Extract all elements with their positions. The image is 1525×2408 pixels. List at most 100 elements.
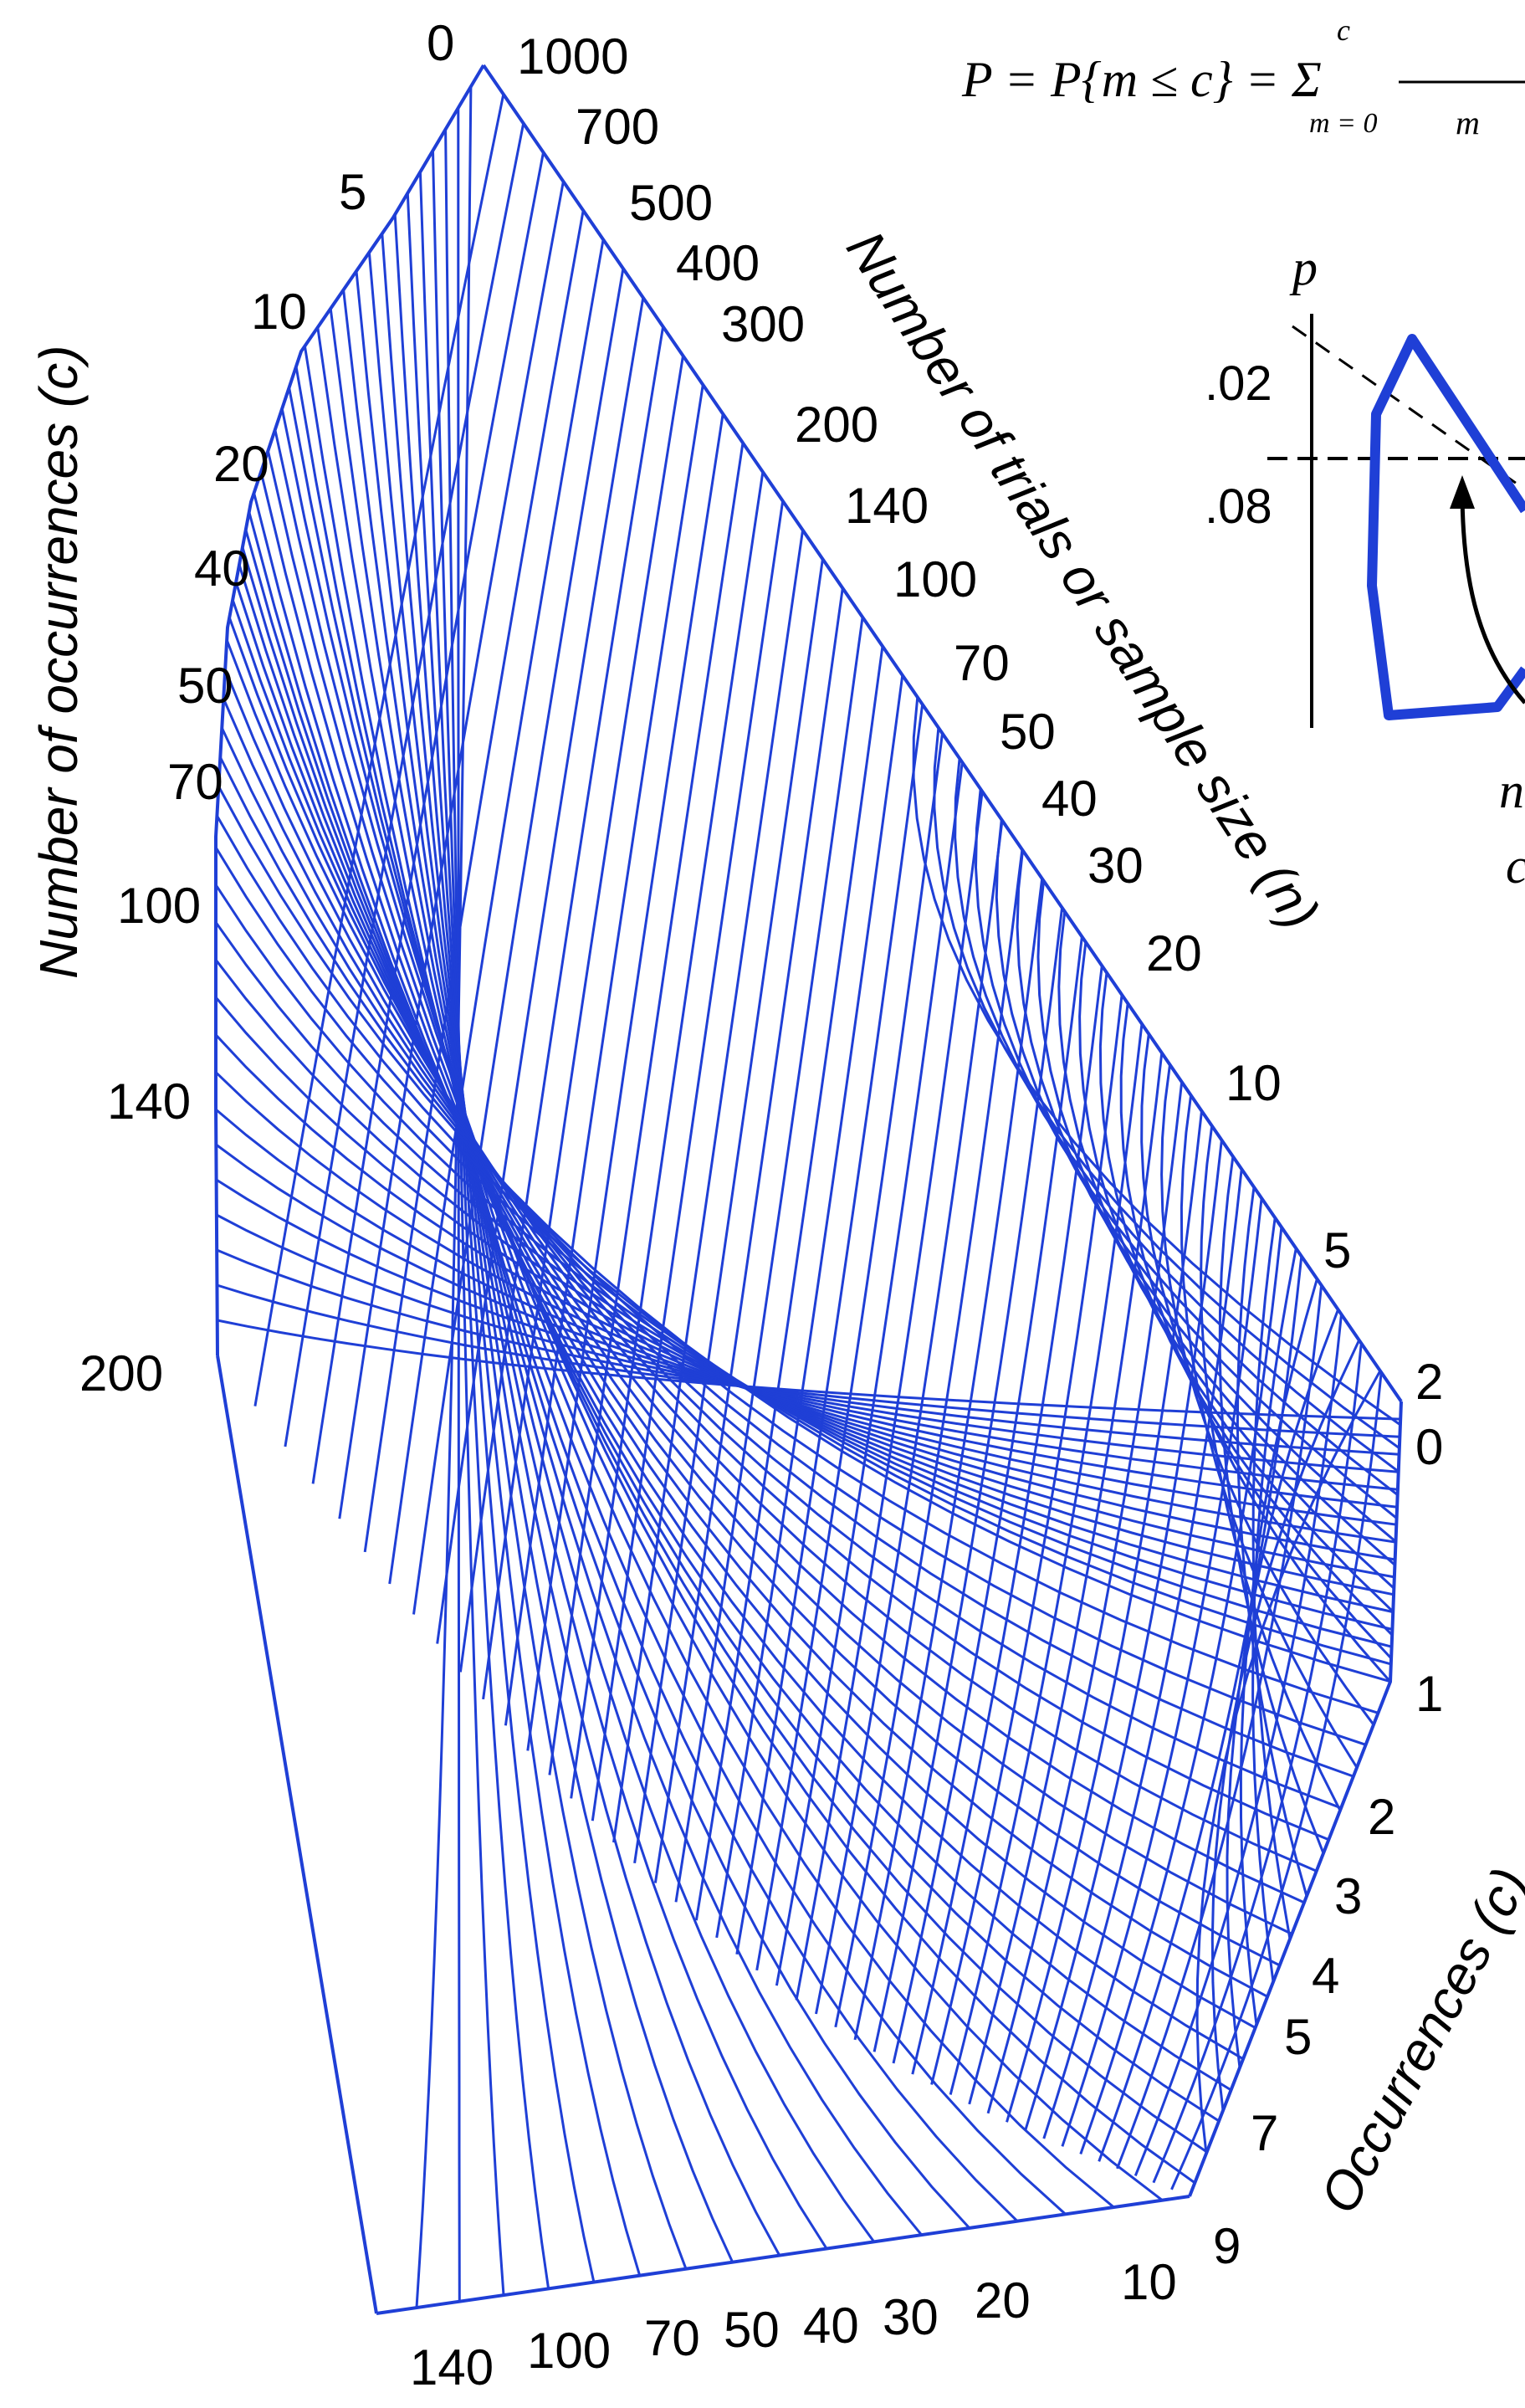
grid-line-family-a: [412, 268, 625, 1615]
grid-line-family-b: [214, 997, 1395, 1579]
left-axis-title: Number of occurrences (c): [28, 345, 89, 979]
n-tick-1000: 1000: [517, 28, 628, 85]
inset-diagonal-guide: [1292, 325, 1525, 491]
grid-line-family-b: [216, 1248, 1400, 1456]
grid-line-family-b: [214, 959, 1395, 1596]
grid-line-family-b: [248, 511, 1244, 2061]
grid-line-family-b: [214, 1071, 1396, 1544]
grid-line-family-b: [217, 1319, 1401, 1421]
grid-line-family-a: [755, 733, 944, 1971]
grid-line-family-b: [225, 639, 1329, 1842]
grid-line-family-b: [241, 546, 1268, 1998]
n-tick-50: 50: [1000, 704, 1056, 760]
grid-line-family-b: [274, 429, 1196, 2185]
grid-line-family-c: [995, 819, 1398, 1519]
grid-line-family-b: [316, 326, 970, 2229]
c-tick-0: 0: [1415, 1419, 1443, 1475]
n-tick-140: 140: [845, 478, 929, 534]
inset-mini-nomograph-outline: [1367, 334, 1525, 720]
inset-diagram: p .02 .08 n c: [1205, 240, 1525, 894]
b-tick-30: 30: [883, 2289, 939, 2345]
c-tick-9: 9: [1213, 2218, 1241, 2274]
left-tick-140: 140: [107, 1073, 191, 1130]
b-tick-10: 10: [1121, 2254, 1177, 2310]
n-tick-700: 700: [576, 99, 659, 155]
b-tick-40: 40: [803, 2298, 859, 2354]
grid-line-family-b: [228, 617, 1318, 1873]
c-tick-5: 5: [1284, 2009, 1312, 2065]
formula-text: P = P{m ≤ c} = Σ: [961, 52, 1322, 107]
n-tick-300: 300: [721, 296, 805, 352]
inset-p-label: p: [1289, 240, 1318, 295]
formula: P = P{m ≤ c} = Σ c m = 0 m: [961, 13, 1525, 141]
grid-line-family-a: [1006, 1110, 1203, 2123]
grid-line-family-c: [1119, 1003, 1393, 1660]
grid-line-family-a: [1116, 1284, 1323, 2170]
grid-line-family-b: [444, 129, 505, 2296]
left-tick-200: 200: [79, 1345, 163, 1401]
c-tick-7: 7: [1251, 2105, 1278, 2161]
inset-caption-n: n: [1499, 763, 1524, 818]
inset-tick-08: .08: [1205, 479, 1272, 534]
grid-line-family-a: [892, 936, 1083, 2064]
n-tick-100: 100: [893, 551, 977, 607]
grid-line-family-b: [266, 450, 1208, 2154]
grid-line-family-b: [244, 529, 1256, 2029]
n-tick-70: 70: [954, 635, 1010, 691]
grid-line-family-b: [234, 582, 1293, 1935]
grid-line-family-a: [853, 878, 1044, 2041]
grid-line-family-b: [393, 214, 688, 2270]
left-tick-70: 70: [167, 754, 223, 810]
grid-line-family-a: [1152, 1343, 1363, 2184]
grid-line-family-a: [612, 530, 805, 1843]
grid-line-family-a: [363, 210, 585, 1553]
n-tick-2: 2: [1415, 1354, 1443, 1410]
n-tick-10: 10: [1226, 1055, 1282, 1111]
n-tick-400: 400: [676, 235, 760, 291]
formula-sum-lower: m = 0: [1309, 108, 1378, 139]
grid-line-family-b: [215, 1178, 1399, 1491]
c-tick-1: 1: [1415, 1666, 1443, 1722]
c-tick-4: 4: [1312, 1948, 1339, 2004]
n-tick-200: 200: [795, 397, 878, 453]
grid-line-family-a: [815, 820, 1004, 2015]
grid-line-family-b: [215, 1143, 1398, 1509]
grid-line-family-b: [253, 492, 1232, 2092]
left-tick-20: 20: [213, 436, 269, 492]
grid-line-family-c: [1160, 1064, 1375, 1726]
inset-arrow-head: [1450, 475, 1475, 509]
grid-line-family-b: [259, 471, 1220, 2123]
grid-line-family-b: [214, 884, 1393, 1631]
n-tick-20: 20: [1146, 925, 1202, 981]
grid-line-family-c: [1098, 972, 1394, 1637]
grid-line-family-a: [674, 617, 864, 1903]
grid-line-family-a: [591, 500, 785, 1821]
grid-line-family-a: [968, 1053, 1164, 2105]
b-tick-140: 140: [410, 2339, 494, 2395]
grid-line-family-b: [238, 564, 1281, 1967]
grid-line-family-b: [231, 599, 1305, 1904]
n-tick-500: 500: [629, 175, 713, 231]
b-tick-100: 100: [527, 2323, 611, 2379]
grid-line-family-c: [1195, 1370, 1382, 2154]
grid-line-family-b: [280, 408, 1164, 2201]
left-tick-0: 0: [427, 15, 454, 71]
grid-line-family-b: [406, 192, 642, 2277]
grid-line-family-a: [548, 443, 745, 1775]
grid-line-family-b: [381, 233, 734, 2263]
grid-line-family-a: [653, 587, 844, 1883]
grid-line-family-a: [526, 413, 724, 1751]
c-tick-2: 2: [1368, 1789, 1395, 1845]
grid-line-family-b: [294, 366, 1067, 2216]
left-tick-10: 10: [251, 284, 307, 340]
grid-line-family-a: [388, 239, 605, 1585]
n-tick-40: 40: [1041, 771, 1098, 827]
grid-line-family-b: [216, 1213, 1399, 1473]
left-tick-100: 100: [117, 878, 201, 934]
grid-line-family-a: [1079, 1227, 1283, 2154]
b-tick-20: 20: [975, 2272, 1031, 2329]
grid-line-family-a: [735, 704, 924, 1955]
formula-sum-upper: c: [1337, 13, 1350, 47]
